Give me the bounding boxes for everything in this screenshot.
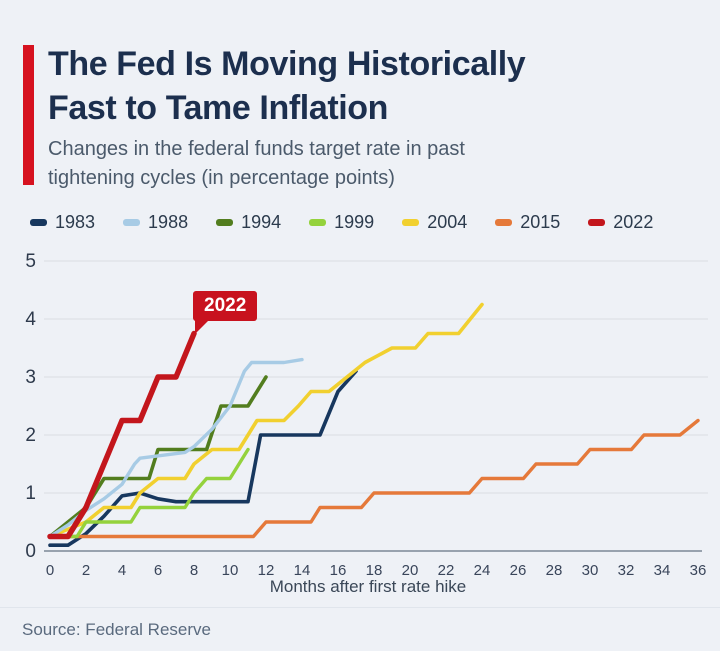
- legend-label-1983: 1983: [55, 212, 96, 232]
- legend-label-2015: 2015: [520, 212, 561, 232]
- y-tick-label-3: 3: [25, 367, 36, 388]
- series-line-2015: [48, 418, 700, 539]
- source-note: Source: Federal Reserve: [22, 620, 211, 639]
- page-title-line-2: Fast to Tame Inflation: [48, 89, 389, 127]
- page-subtitle-line-2: tightening cycles (in percentage points): [48, 167, 395, 189]
- x-tick-label-2: 2: [82, 562, 90, 579]
- legend-label-1999: 1999: [334, 212, 375, 232]
- legend-item-1983: 1983: [30, 213, 95, 231]
- page-subtitle-line-1: Changes in the federal funds target rate…: [48, 138, 465, 160]
- y-tick-label-4: 4: [25, 309, 36, 330]
- x-tick-label-4: 4: [118, 562, 126, 579]
- series-line-2022: [47, 330, 197, 540]
- x-tick-label-6: 6: [154, 562, 162, 579]
- series-line-1994: [48, 375, 268, 539]
- y-tick-label-1: 1: [25, 483, 36, 504]
- series-line-1983: [48, 369, 358, 547]
- x-tick-label-12: 12: [258, 562, 275, 579]
- x-tick-label-8: 8: [190, 562, 198, 579]
- x-tick-label-18: 18: [366, 562, 383, 579]
- y-tick-label-0: 0: [25, 541, 36, 562]
- title-accent-bar: [23, 45, 34, 185]
- legend-item-2015: 2015: [495, 213, 560, 231]
- legend-swatch-1988: [123, 218, 141, 226]
- callout-2022-label: 2022: [204, 294, 247, 316]
- x-tick-label-28: 28: [546, 562, 563, 579]
- x-tick-label-0: 0: [46, 562, 54, 579]
- footer-divider: [0, 607, 720, 608]
- x-tick-label-34: 34: [654, 562, 671, 579]
- page-subtitle: Changes in the federal funds target rate…: [48, 135, 668, 193]
- legend-label-2004: 2004: [427, 212, 468, 232]
- legend-swatch-1994: [216, 218, 234, 226]
- x-tick-label-14: 14: [294, 562, 311, 579]
- x-axis-title: Months after first rate hike: [269, 577, 467, 596]
- series-line-1988: [48, 357, 304, 539]
- legend-swatch-1999: [309, 218, 327, 226]
- x-tick-label-36: 36: [690, 562, 707, 579]
- legend-label-1988: 1988: [148, 212, 189, 232]
- y-tick-label-2: 2: [25, 425, 36, 446]
- page-title: The Fed Is Moving Historically Fast to T…: [48, 42, 708, 130]
- legend-item-2004: 2004: [402, 213, 467, 231]
- x-tick-label-30: 30: [582, 562, 599, 579]
- x-tick-label-32: 32: [618, 562, 635, 579]
- chart-legend: 1983 1988 1994 1999 2004 2015 2022: [30, 209, 710, 235]
- legend-item-1988: 1988: [123, 213, 188, 231]
- x-tick-label-10: 10: [222, 562, 239, 579]
- legend-swatch-1983: [30, 218, 47, 226]
- x-tick-label-16: 16: [330, 562, 347, 579]
- y-tick-label-5: 5: [25, 251, 36, 272]
- page-title-line-1: The Fed Is Moving Historically: [48, 45, 526, 83]
- x-tick-label-20: 20: [402, 562, 419, 579]
- x-tick-label-22: 22: [438, 562, 455, 579]
- legend-item-1994: 1994: [216, 213, 281, 231]
- legend-swatch-2022: [588, 218, 606, 226]
- x-tick-label-24: 24: [474, 562, 491, 579]
- x-tick-label-26: 26: [510, 562, 527, 579]
- series-line-1999: [48, 447, 250, 539]
- legend-item-2022: 2022: [588, 213, 653, 231]
- callout-2022: 2022: [193, 290, 258, 334]
- legend-swatch-2004: [402, 218, 420, 226]
- series-line-2004: [48, 302, 484, 539]
- legend-swatch-2015: [495, 218, 513, 226]
- legend-label-1994: 1994: [241, 212, 282, 232]
- legend-label-2022: 2022: [613, 212, 654, 232]
- legend-item-1999: 1999: [309, 213, 374, 231]
